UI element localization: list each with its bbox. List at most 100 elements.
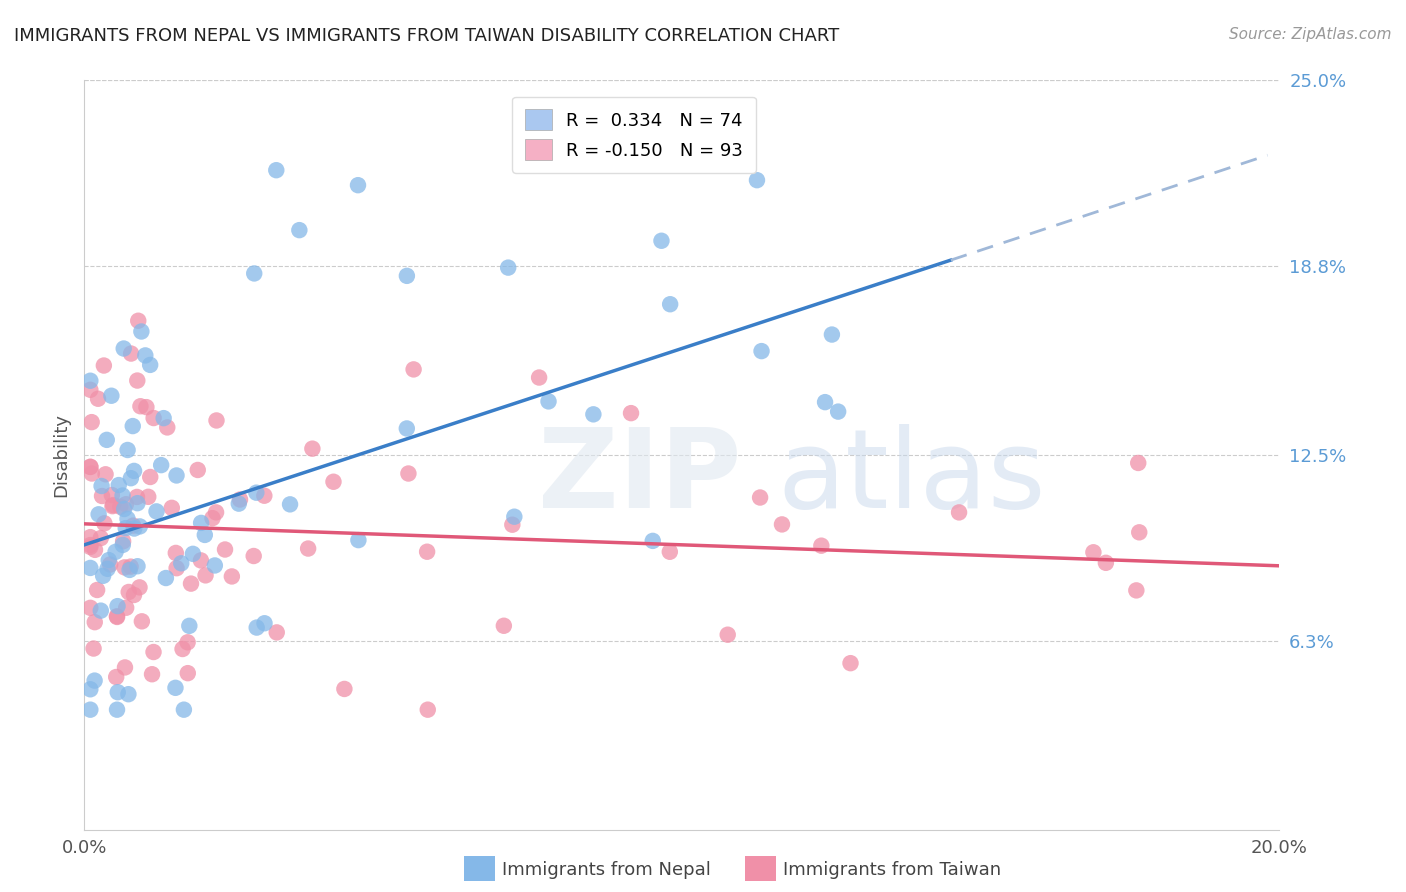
Point — [127, 374, 149, 388]
Point — [128, 580, 150, 594]
Point — [717, 628, 740, 642]
Point — [122, 464, 145, 478]
Point — [122, 518, 145, 533]
Point — [114, 521, 136, 535]
Point — [194, 568, 217, 582]
Point — [127, 559, 149, 574]
Point — [115, 497, 138, 511]
Point — [79, 540, 101, 554]
Point — [170, 557, 193, 571]
Point — [114, 660, 136, 674]
Point — [266, 163, 288, 178]
Point — [142, 645, 165, 659]
Point — [333, 681, 356, 696]
Point — [172, 642, 194, 657]
Point — [121, 419, 143, 434]
Point — [1125, 583, 1147, 598]
Text: atlas: atlas — [778, 424, 1046, 531]
Point — [501, 517, 523, 532]
Point — [402, 362, 425, 376]
Point — [79, 600, 101, 615]
Point — [297, 541, 319, 556]
Point — [288, 223, 311, 237]
Point — [810, 539, 832, 553]
Point — [96, 562, 118, 576]
Point — [83, 641, 105, 656]
Point — [120, 559, 142, 574]
Point — [142, 411, 165, 425]
Point — [112, 342, 135, 356]
Point — [101, 499, 124, 513]
Point — [79, 538, 101, 552]
Text: Immigrants from Nepal: Immigrants from Nepal — [502, 861, 711, 879]
Point — [770, 517, 793, 532]
Point — [1083, 545, 1105, 559]
Point — [173, 703, 195, 717]
Point — [190, 553, 212, 567]
Point — [79, 459, 101, 474]
Point — [187, 463, 209, 477]
Point — [127, 496, 149, 510]
Point — [98, 558, 121, 572]
Point — [115, 600, 138, 615]
Point — [111, 489, 134, 503]
Point — [107, 685, 129, 699]
Point — [245, 485, 267, 500]
Point — [91, 489, 114, 503]
Point — [79, 530, 101, 544]
Point — [136, 490, 159, 504]
Point — [155, 571, 177, 585]
Point — [839, 656, 862, 670]
Point — [120, 346, 142, 360]
Point — [93, 516, 115, 531]
Point — [1128, 456, 1150, 470]
Point — [122, 588, 145, 602]
Point — [659, 297, 682, 311]
Point — [91, 569, 114, 583]
Point — [107, 478, 129, 492]
Point — [105, 610, 128, 624]
Point — [503, 509, 526, 524]
Point — [131, 325, 153, 339]
Point — [395, 421, 418, 435]
Point — [152, 411, 174, 425]
Point — [1128, 525, 1150, 540]
Point — [751, 344, 773, 359]
Point — [112, 502, 135, 516]
Point — [492, 619, 515, 633]
Point — [79, 682, 101, 697]
Point — [80, 415, 103, 429]
Point — [125, 490, 148, 504]
Point — [80, 467, 103, 481]
Point — [204, 558, 226, 573]
Point — [112, 534, 135, 549]
Point — [105, 670, 128, 684]
Text: IMMIGRANTS FROM NEPAL VS IMMIGRANTS FROM TAIWAN DISABILITY CORRELATION CHART: IMMIGRANTS FROM NEPAL VS IMMIGRANTS FROM… — [14, 27, 839, 45]
Point — [118, 585, 141, 599]
Point — [180, 576, 202, 591]
Point — [201, 511, 224, 525]
Point — [93, 359, 115, 373]
Point — [229, 492, 252, 507]
Point — [122, 522, 145, 536]
Point — [139, 470, 162, 484]
Point — [104, 545, 127, 559]
Point — [396, 467, 419, 481]
Point — [150, 458, 173, 472]
Point — [120, 471, 142, 485]
Point — [86, 582, 108, 597]
Point — [87, 392, 110, 406]
Point — [658, 545, 681, 559]
Point — [128, 519, 150, 533]
Point — [127, 314, 149, 328]
Point — [395, 268, 418, 283]
Point — [165, 546, 187, 560]
Point — [129, 399, 152, 413]
Point — [278, 497, 301, 511]
Point — [103, 498, 125, 512]
Point — [582, 408, 605, 422]
Y-axis label: Disability: Disability — [52, 413, 70, 497]
Point — [83, 615, 105, 629]
Point — [117, 442, 139, 457]
Point — [821, 327, 844, 342]
